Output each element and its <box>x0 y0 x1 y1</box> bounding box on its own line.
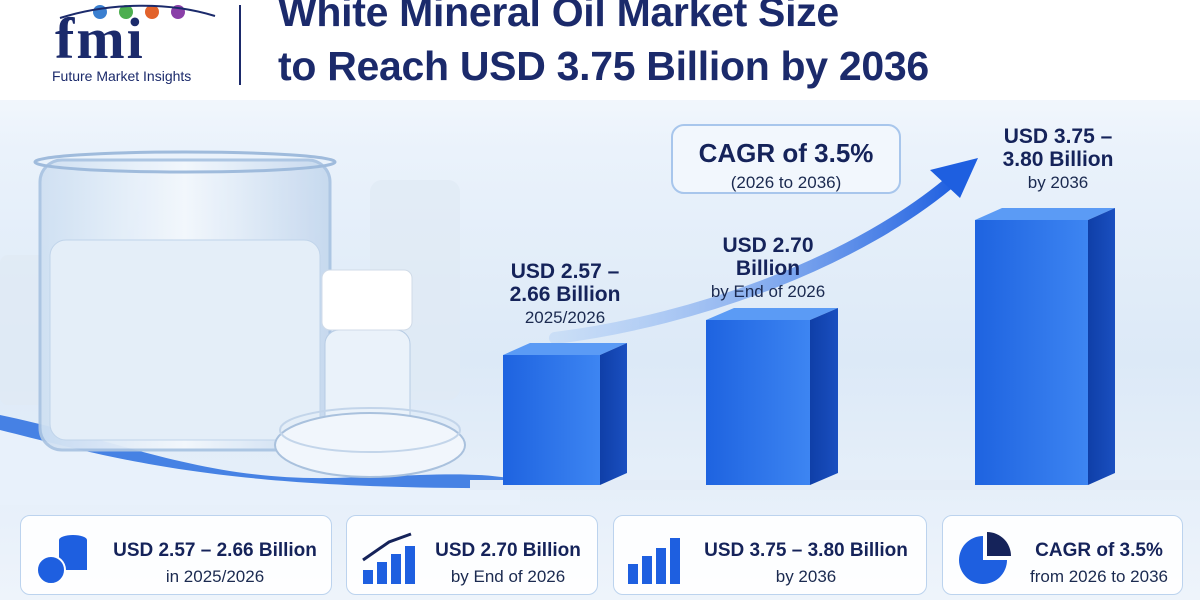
growth-icon <box>362 532 415 584</box>
bar-label-line: 3.80 Billion <box>1002 148 1114 171</box>
bar-side <box>1088 208 1115 485</box>
bar-label-line: USD 2.57 – <box>510 260 620 283</box>
floor <box>470 480 1200 490</box>
bar-side <box>600 343 627 485</box>
card-title: CAGR of 3.5% <box>1035 540 1163 561</box>
logo-swoosh <box>59 4 216 19</box>
stat-card: CAGR of 3.5% from 2026 to 2036 <box>942 515 1183 595</box>
coins-icon <box>36 535 87 585</box>
bar-label-sub: by End of 2026 <box>710 282 826 301</box>
logo-mark: fmi <box>55 6 145 71</box>
logo-dot <box>145 5 159 19</box>
stat-card: USD 3.75 – 3.80 Billion by 2036 <box>613 515 927 595</box>
bar <box>706 320 810 485</box>
bar-label-line: USD 3.75 – <box>1003 125 1113 148</box>
card-title: USD 2.57 – 2.66 Billion <box>113 540 317 561</box>
logo-dot <box>119 5 133 19</box>
cagr-callout: CAGR of 3.5% (2026 to 2036) <box>672 138 900 193</box>
card-title: USD 2.70 Billion <box>435 540 581 561</box>
header-band <box>0 0 1200 100</box>
bar-top <box>975 208 1115 220</box>
petri-dish <box>279 407 461 453</box>
beaker-liquid <box>49 239 321 441</box>
bar-label-line: USD 2.70 <box>722 234 814 257</box>
cagr-subtitle: (2026 to 2036) <box>730 173 842 192</box>
bar-label: USD 2.57 – 2.66 Billion 2025/2026 <box>485 260 645 330</box>
cagr-box <box>671 124 901 194</box>
card-sub: by 2036 <box>775 567 837 586</box>
stat-card: USD 2.57 – 2.66 Billion in 2025/2026 <box>20 515 332 595</box>
card-sub: in 2025/2026 <box>165 567 265 586</box>
bar-label-sub: by 2036 <box>1027 173 1089 192</box>
petri-dish <box>274 412 466 478</box>
bar <box>503 355 600 485</box>
beaker-rim <box>33 150 337 174</box>
logo-tagline: Future Market Insights <box>52 68 192 84</box>
title-line: to Reach USD 3.75 Billion by 2036 <box>278 43 929 89</box>
bar-label-line: 2.66 Billion <box>509 283 621 306</box>
card-sub: from 2026 to 2036 <box>1030 567 1168 586</box>
bar-label-sub: 2025/2026 <box>524 308 606 327</box>
arrow-head <box>930 158 978 198</box>
bar <box>975 220 1088 485</box>
card-sub: by End of 2026 <box>450 567 566 586</box>
pie-icon <box>959 532 1011 584</box>
title-line: White Mineral Oil Market Size <box>278 0 839 35</box>
card-title: USD 3.75 – 3.80 Billion <box>704 540 908 561</box>
bar-top <box>503 343 627 355</box>
bar-side <box>810 308 838 485</box>
bar-label: USD 2.70 Billion by End of 2026 <box>688 234 848 304</box>
stat-card: USD 2.70 Billion by End of 2026 <box>346 515 598 595</box>
growth-arrow <box>549 172 961 344</box>
wave <box>0 430 520 505</box>
bar-top <box>706 308 838 320</box>
bar-label: USD 3.75 – 3.80 Billion by 2036 <box>978 125 1138 195</box>
bar-label-line: Billion <box>735 257 801 280</box>
bottle-cap <box>321 269 413 331</box>
cagr-title: CAGR of 3.5% <box>698 138 874 168</box>
bars-icon <box>628 538 680 584</box>
